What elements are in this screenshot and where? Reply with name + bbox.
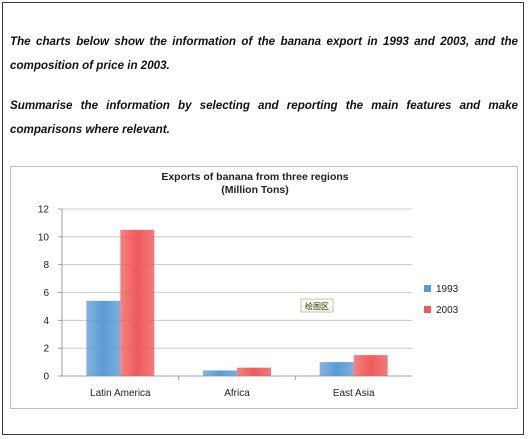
bar-east-asia-2003 [353,355,388,376]
y-tick-label: 12 [38,205,50,216]
chart-title: Exports of banana from three regions [161,171,348,183]
y-tick-label: 4 [43,316,49,327]
legend: 1993 2003 [424,284,459,316]
bar-latin-america-2003 [120,229,155,376]
x-tick-label: East Asia [333,388,375,399]
plot-area-label: 绘图区 [305,301,329,311]
y-tick-label: 2 [43,344,49,355]
x-tick-label: Latin America [90,388,151,399]
y-tick-label: 10 [38,232,50,243]
task-instruction: Summarise the information by selecting a… [10,99,518,136]
task-prompt: The charts below show the information of… [10,35,518,72]
bar-africa-1993 [203,370,237,376]
y-tick-label: 8 [43,260,49,271]
legend-swatch-1993 [424,285,431,292]
legend-label-2003: 2003 [436,305,459,316]
bar-africa-2003 [237,367,271,376]
x-tick-label: Africa [224,388,250,399]
y-axis-tick-labels: 0 2 4 6 8 10 12 [38,205,50,383]
x-axis-tick-labels: Latin America Africa East Asia [90,388,375,399]
y-tick-label: 0 [43,372,49,383]
legend-label-1993: 1993 [436,284,459,295]
y-tick-label: 6 [43,288,49,299]
plot-area-tag: 绘图区 [300,298,334,313]
bars [86,229,388,376]
chart-subtitle: (Million Tons) [221,184,288,196]
legend-swatch-2003 [424,306,431,313]
bar-east-asia-1993 [319,362,354,376]
bar-latin-america-1993 [86,300,121,376]
